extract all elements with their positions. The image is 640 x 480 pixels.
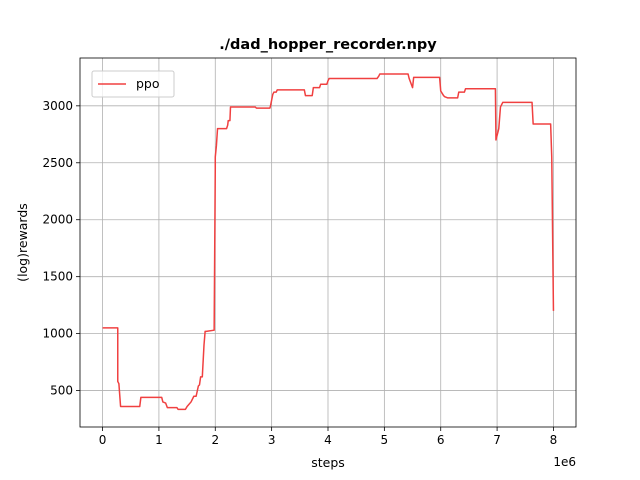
y-tick-label: 1000 <box>42 327 73 341</box>
x-axis-offset-label: 1e6 <box>553 455 576 469</box>
series-line-ppo <box>102 73 555 411</box>
chart-title: ./dad_hopper_recorder.npy <box>219 37 437 53</box>
y-axis-label: (log)rewards <box>15 203 30 282</box>
x-tick-label: 3 <box>268 433 276 447</box>
x-tick-label: 1 <box>155 433 163 447</box>
legend: ppo <box>91 70 175 98</box>
ticks: 0 1 2 3 4 5 6 7 8 500 1000 1500 2000 2500 3000 <box>42 99 557 447</box>
y-tick-label: 2000 <box>42 213 73 227</box>
series-layer <box>102 73 555 411</box>
grid <box>80 58 576 427</box>
x-tick-label: 5 <box>381 433 389 447</box>
x-tick-label: 4 <box>324 433 332 447</box>
x-tick-label: 6 <box>437 433 445 447</box>
y-tick-label: 2500 <box>42 156 73 170</box>
y-tick-label: 500 <box>50 384 73 398</box>
x-tick-label: 2 <box>211 433 219 447</box>
y-tick-label: 3000 <box>42 99 73 113</box>
x-tick-label: 0 <box>99 433 107 447</box>
y-tick-label: 1500 <box>42 270 73 284</box>
x-tick-label: 8 <box>550 433 558 447</box>
legend-box <box>91 70 175 98</box>
x-tick-label: 7 <box>493 433 501 447</box>
x-axis-label: steps <box>311 455 345 470</box>
legend-label-ppo: ppo <box>136 76 160 91</box>
